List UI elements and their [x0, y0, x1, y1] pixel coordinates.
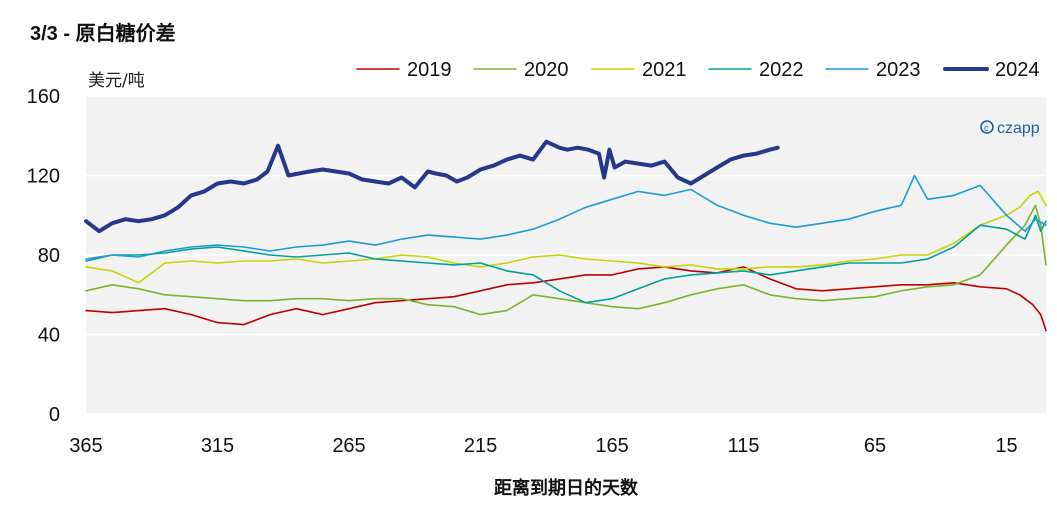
x-tick-label: 265: [332, 435, 365, 457]
legend-label-2024: 2024: [995, 59, 1040, 81]
copyright-icon: [980, 120, 994, 134]
svg-text:3/3 - 原白糖价差: 3/3 - 原白糖价差: [30, 21, 176, 45]
x-tick-label: 165: [595, 435, 628, 457]
y-tick-label: 120: [27, 166, 60, 188]
czapp-logo: c czapp: [980, 120, 1040, 137]
x-tick-label: 215: [464, 435, 497, 457]
series-line-2024: [84, 139, 780, 234]
legend-label-2021: 2021: [642, 59, 687, 81]
y-tick-label: 0: [49, 404, 60, 426]
x-tick-label: 65: [864, 435, 886, 457]
y-axis-ticks: 0 40 80 120 160: [27, 86, 60, 426]
legend-label-2020: 2020: [524, 59, 569, 81]
x-axis-label: 距离到期日的天数: [494, 477, 639, 499]
series-line-2020: [85, 204, 1047, 316]
gridlines: [86, 95, 1046, 415]
legend-label-2023: 2023: [876, 59, 921, 81]
watermark-text: czapp: [997, 120, 1040, 137]
title-prefix: 3/3 -: [30, 23, 76, 45]
x-tick-label: 315: [201, 435, 234, 457]
y-tick-label: 40: [38, 325, 60, 347]
series-line-2023: [85, 174, 1047, 260]
y-tick-label: 80: [38, 245, 60, 267]
y-axis-unit-label: 美元/吨: [88, 71, 145, 91]
y-tick-label: 160: [27, 86, 60, 108]
legend: 2019 2020 2021 2022 2023 2024: [356, 59, 1040, 81]
copyright-glyph: c: [984, 123, 989, 133]
x-tick-label: 15: [995, 435, 1017, 457]
x-axis-ticks: 365 315 265 215 165 115 65 15: [69, 435, 1017, 457]
legend-label-2019: 2019: [407, 59, 452, 81]
title-text: 原白糖价差: [76, 21, 176, 45]
chart-title: 3/3 - 原白糖价差: [30, 21, 176, 45]
series-lines: [84, 139, 1047, 332]
x-tick-label: 115: [728, 435, 760, 457]
series-line-2022: [85, 214, 1047, 304]
series-line-2021: [85, 190, 1047, 284]
series-line-2019: [85, 266, 1047, 332]
x-tick-label: 365: [69, 435, 102, 457]
legend-label-2022: 2022: [759, 59, 804, 81]
